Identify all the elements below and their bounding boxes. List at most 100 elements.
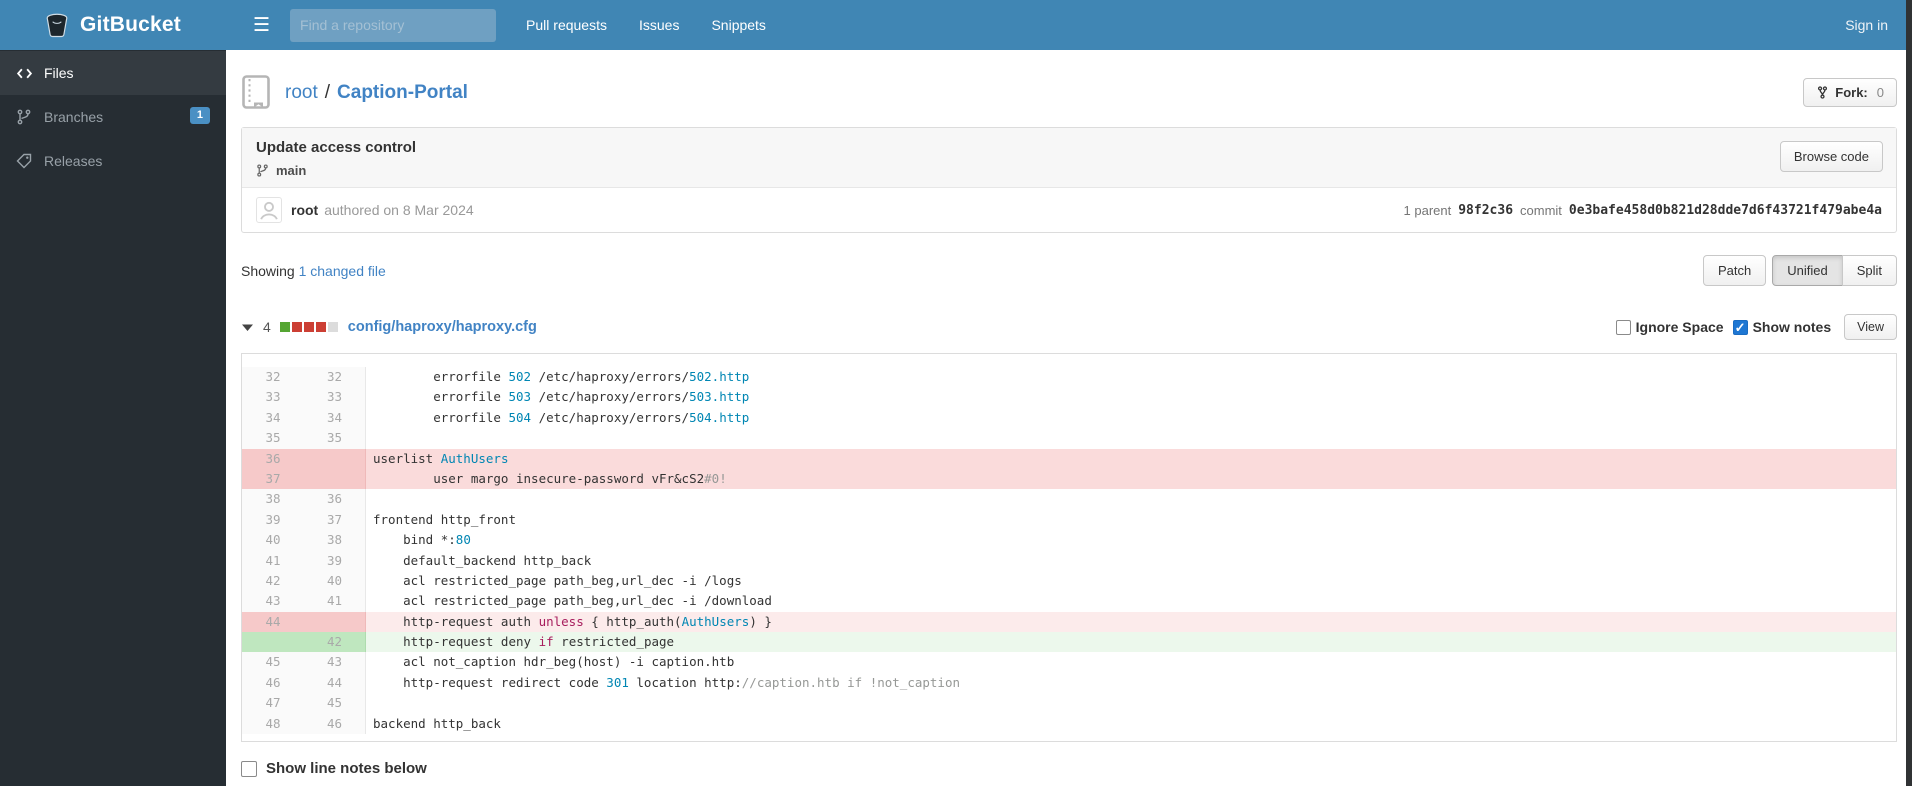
diff-code-line (366, 428, 1896, 448)
diffstat-deleted-block (315, 322, 326, 332)
line-number-new[interactable] (304, 611, 366, 633)
diff-code-line: acl not_caption hdr_beg(host) -i caption… (373, 654, 735, 670)
repo-name-link[interactable]: Caption-Portal (337, 81, 468, 103)
fork-label: Fork: (1835, 85, 1868, 100)
commit-authored-date: authored on 8 Mar 2024 (324, 202, 474, 218)
diff-row: 46 44 http-request redirect code 301 loca… (242, 672, 1896, 694)
diff-code-line: http-request redirect code 301 location … (373, 674, 961, 690)
line-number-old[interactable]: 48 (242, 713, 304, 735)
line-number-new[interactable]: 38 (304, 530, 366, 551)
line-number-new[interactable] (304, 448, 366, 469)
diff-row: 48 46 backend http_back (242, 713, 1896, 735)
avatar[interactable] (256, 197, 282, 223)
search-input[interactable] (290, 8, 497, 42)
commit-meta: 1 parent 98f2c36 commit 0e3bafe458d0b821… (1404, 203, 1882, 218)
fork-icon (1818, 86, 1828, 99)
show-notes-checkbox[interactable] (1732, 319, 1748, 336)
line-number-new[interactable]: 41 (304, 591, 366, 612)
nav-link-pull-requests[interactable]: Pull requests (526, 17, 607, 33)
line-number-old[interactable]: 39 (242, 509, 304, 531)
diff-section: 4 config/haproxy/haproxy.cfg Ignore Spac… (241, 314, 1897, 743)
unified-button[interactable]: Unified (1772, 255, 1843, 286)
fork-count: 0 (1876, 85, 1884, 100)
line-number-new[interactable]: 34 (304, 407, 366, 429)
gitbucket-logo[interactable]: GitBucket (44, 12, 181, 38)
breadcrumb-separator: / (324, 81, 331, 103)
nav-link-issues[interactable]: Issues (638, 17, 680, 33)
diff-code-line: http-request deny if restricted_page (366, 632, 1896, 653)
line-number-new[interactable]: 33 (304, 387, 366, 408)
line-number-new[interactable]: 43 (304, 652, 366, 673)
fork-button[interactable]: Fork: 0 (1803, 78, 1897, 107)
ignore-space-label: Ignore Space (1635, 319, 1724, 335)
line-number-new[interactable]: 39 (304, 550, 366, 571)
diff-summary-row: Showing 1 changed file Patch Unified Split (241, 255, 1897, 286)
sidebar: Files Branches 1 Releases (0, 50, 226, 786)
navbar-links: Pull requests Issues Snippets (510, 0, 782, 50)
line-number-old[interactable]: 37 (242, 468, 304, 490)
code-icon (16, 65, 33, 82)
line-number-new[interactable]: 42 (304, 632, 366, 653)
person-icon (260, 201, 278, 220)
diff-code-line: errorfile 502 /etc/haproxy/errors/502.ht… (373, 369, 750, 384)
line-number-old[interactable]: 47 (242, 693, 304, 714)
browse-code-button[interactable]: Browse code (1779, 141, 1883, 172)
sign-in-link[interactable]: Sign in (1845, 17, 1888, 33)
diffstat-blocks (279, 322, 338, 332)
changed-file-link[interactable]: 1 changed file (298, 262, 386, 279)
line-number-old[interactable]: 41 (242, 550, 304, 571)
line-number-old[interactable]: 38 (242, 489, 304, 510)
line-number-old[interactable]: 43 (242, 591, 304, 612)
sidebar-item-branches[interactable]: Branches 1 (0, 95, 226, 139)
line-number-new[interactable]: 45 (304, 693, 366, 714)
sidebar-item-releases[interactable]: Releases (0, 139, 226, 183)
repo-owner-link[interactable]: root (285, 81, 318, 103)
diff-row: 42 http-request deny if restricted_page (242, 632, 1896, 653)
diffstat-deleted-block (303, 322, 314, 332)
line-number-old[interactable]: 36 (242, 448, 304, 469)
line-number-old[interactable]: 34 (242, 407, 304, 429)
diff-code-line (366, 693, 1896, 713)
line-number-old[interactable]: 45 (242, 652, 304, 673)
line-number-old[interactable]: 35 (242, 428, 304, 449)
line-number-new[interactable] (304, 468, 366, 490)
commit-branch: main (256, 163, 1882, 178)
view-button[interactable]: View (1844, 314, 1897, 340)
sidebar-item-files[interactable]: Files (0, 51, 226, 95)
line-number-old[interactable]: 42 (242, 570, 304, 592)
diff-code-line: userlist AuthUsers (366, 448, 1896, 469)
line-number-old[interactable]: 44 (242, 611, 304, 633)
line-number-new[interactable]: 32 (304, 367, 366, 388)
line-number-new[interactable]: 44 (304, 672, 366, 694)
chevron-down-icon[interactable] (241, 323, 254, 332)
line-number-old[interactable] (242, 632, 304, 653)
diff-row: 42 40 acl restricted_page path_beg,url_de… (242, 570, 1896, 592)
split-button[interactable]: Split (1841, 255, 1897, 286)
line-number-old[interactable]: 46 (242, 672, 304, 694)
commit-author-link[interactable]: root (291, 202, 319, 218)
diff-code-line: backend http_back (373, 715, 501, 731)
branch-name[interactable]: main (276, 163, 307, 178)
repo-header: root / Caption-Portal Fork: 0 (241, 74, 1897, 111)
scrollbar[interactable] (1906, 0, 1912, 786)
line-number-new[interactable]: 40 (304, 570, 366, 592)
line-number-old[interactable]: 33 (242, 387, 304, 408)
line-number-new[interactable]: 35 (304, 428, 366, 449)
line-number-new[interactable]: 46 (304, 713, 366, 735)
diff-code-line: frontend http_front (373, 511, 516, 527)
patch-button[interactable]: Patch (1702, 255, 1767, 286)
diff-row: 44 http-request auth unless { http_auth(… (242, 611, 1896, 633)
line-number-old[interactable]: 32 (242, 367, 304, 388)
hamburger-icon[interactable]: ☰ (253, 14, 271, 36)
diff-row: 36 userlist AuthUsers (242, 448, 1896, 469)
show-line-notes-checkbox[interactable] (241, 760, 257, 777)
tag-icon (16, 153, 33, 170)
nav-link-snippets[interactable]: Snippets (711, 17, 766, 33)
line-number-new[interactable]: 37 (304, 509, 366, 531)
ignore-space-checkbox[interactable] (1615, 319, 1631, 335)
parent-hash-link[interactable]: 98f2c36 (1458, 202, 1514, 218)
line-number-old[interactable]: 40 (242, 530, 304, 551)
diff-code-line (366, 489, 1896, 509)
diff-filename-link[interactable]: config/haproxy/haproxy.cfg (347, 319, 537, 335)
line-number-new[interactable]: 36 (304, 489, 366, 510)
